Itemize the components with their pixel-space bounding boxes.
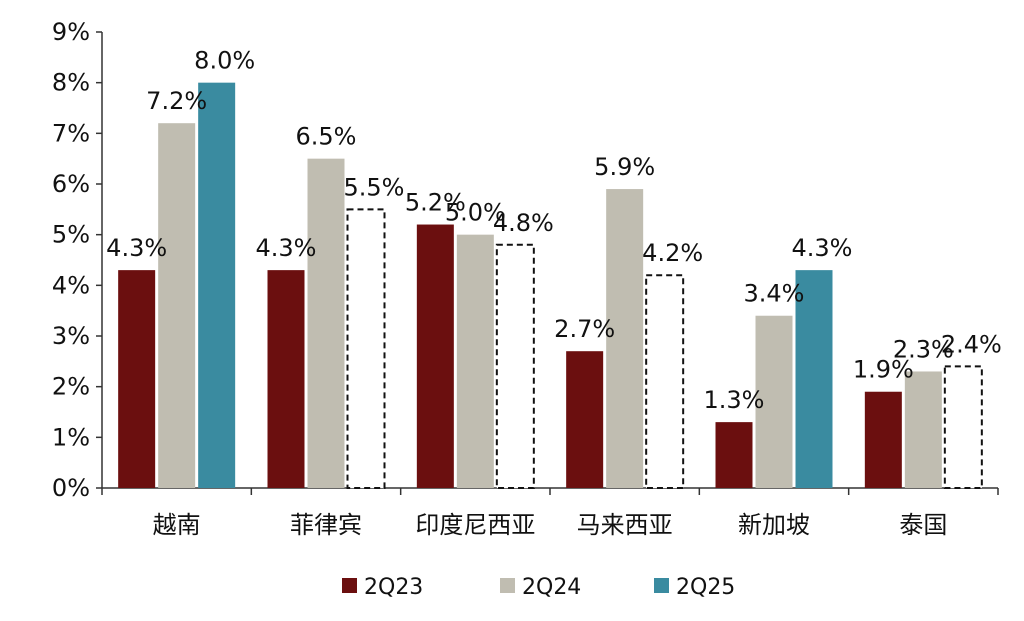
bar-2Q25-3: [645, 274, 685, 490]
y-tick-label: 2%: [52, 373, 90, 401]
y-tick-label: 3%: [52, 322, 90, 350]
y-tick-label: 4%: [52, 271, 90, 299]
bar-2Q23-1: [267, 270, 305, 488]
legend-swatch-2Q24: [500, 578, 515, 593]
bar-2Q25-0: [198, 82, 236, 489]
legend-swatch-2Q23: [342, 578, 357, 593]
y-tick-label: 0%: [52, 474, 90, 502]
data-label: 7.2%: [146, 87, 207, 115]
legend-swatch-2Q25: [654, 578, 669, 593]
data-label: 6.5%: [296, 123, 357, 151]
data-label: 3.4%: [744, 280, 805, 308]
data-label: 5.5%: [344, 173, 405, 201]
chart-legend: 2Q23 2Q24 2Q25: [342, 575, 735, 600]
bar-2Q24-2: [456, 234, 494, 488]
data-label: 2.3%: [893, 335, 954, 363]
x-category-label: 越南: [153, 511, 201, 539]
bar-2Q23-0: [118, 270, 156, 488]
y-tick-label: 9%: [52, 18, 90, 46]
bar-2Q25-4: [795, 270, 833, 488]
x-category-label: 马来西亚: [577, 511, 673, 539]
y-tick-label: 7%: [52, 119, 90, 147]
data-label: 2.4%: [941, 330, 1002, 358]
y-tick-label: 1%: [52, 423, 90, 451]
chart-bars: [118, 82, 983, 490]
data-labels: 4.3% 7.2% 8.0% 4.3% 6.5% 5.5%5.2%5.0%4.8% 2.7%…: [106, 47, 1002, 414]
data-label: 4.2%: [642, 239, 703, 267]
data-label: 8.0%: [194, 47, 255, 75]
data-label: 2.7%: [554, 315, 615, 343]
data-label: 1.3%: [704, 386, 765, 414]
data-label: 5.9%: [594, 153, 655, 181]
y-tick-label: 6%: [52, 170, 90, 198]
y-tick-label: 8%: [52, 69, 90, 97]
bar-2Q23-4: [715, 422, 753, 488]
legend-label: 2Q25: [676, 575, 735, 600]
data-label: 5.2%: [405, 189, 466, 217]
bar-2Q24-1: [307, 158, 345, 488]
bar-2Q24-0: [158, 123, 196, 488]
data-label: 4.3%: [792, 234, 853, 262]
x-category-label: 菲律宾: [290, 511, 362, 539]
data-label: 4.3%: [256, 234, 317, 262]
bar-2Q25-5: [943, 365, 983, 489]
x-category-label: 印度尼西亚: [415, 511, 535, 539]
chart-axes: 0% 1% 2% 3% 4% 5% 6% 7% 8% 9% 越南 菲律宾 印度尼西亚 马来西亚 新加坡 泰国: [52, 18, 999, 539]
legend-label: 2Q23: [364, 575, 423, 600]
data-label: 4.3%: [106, 234, 167, 262]
bar-2Q24-4: [755, 315, 793, 488]
data-label: 4.8%: [493, 209, 554, 237]
bar-2Q25-1: [346, 208, 386, 489]
bar-2Q23-5: [864, 391, 902, 488]
x-category-label: 新加坡: [738, 511, 810, 539]
bar-2Q25-2: [495, 243, 535, 489]
bar-2Q24-3: [606, 189, 644, 489]
data-label: 5.0%: [445, 199, 506, 227]
bar-2Q23-3: [566, 351, 604, 488]
data-label: 1.9%: [853, 356, 914, 384]
y-tick-label: 5%: [52, 221, 90, 249]
x-category-label: 泰国: [899, 511, 947, 539]
bar-2Q23-2: [416, 224, 454, 489]
bar-2Q24-5: [904, 371, 942, 488]
legend-label: 2Q24: [522, 575, 581, 600]
